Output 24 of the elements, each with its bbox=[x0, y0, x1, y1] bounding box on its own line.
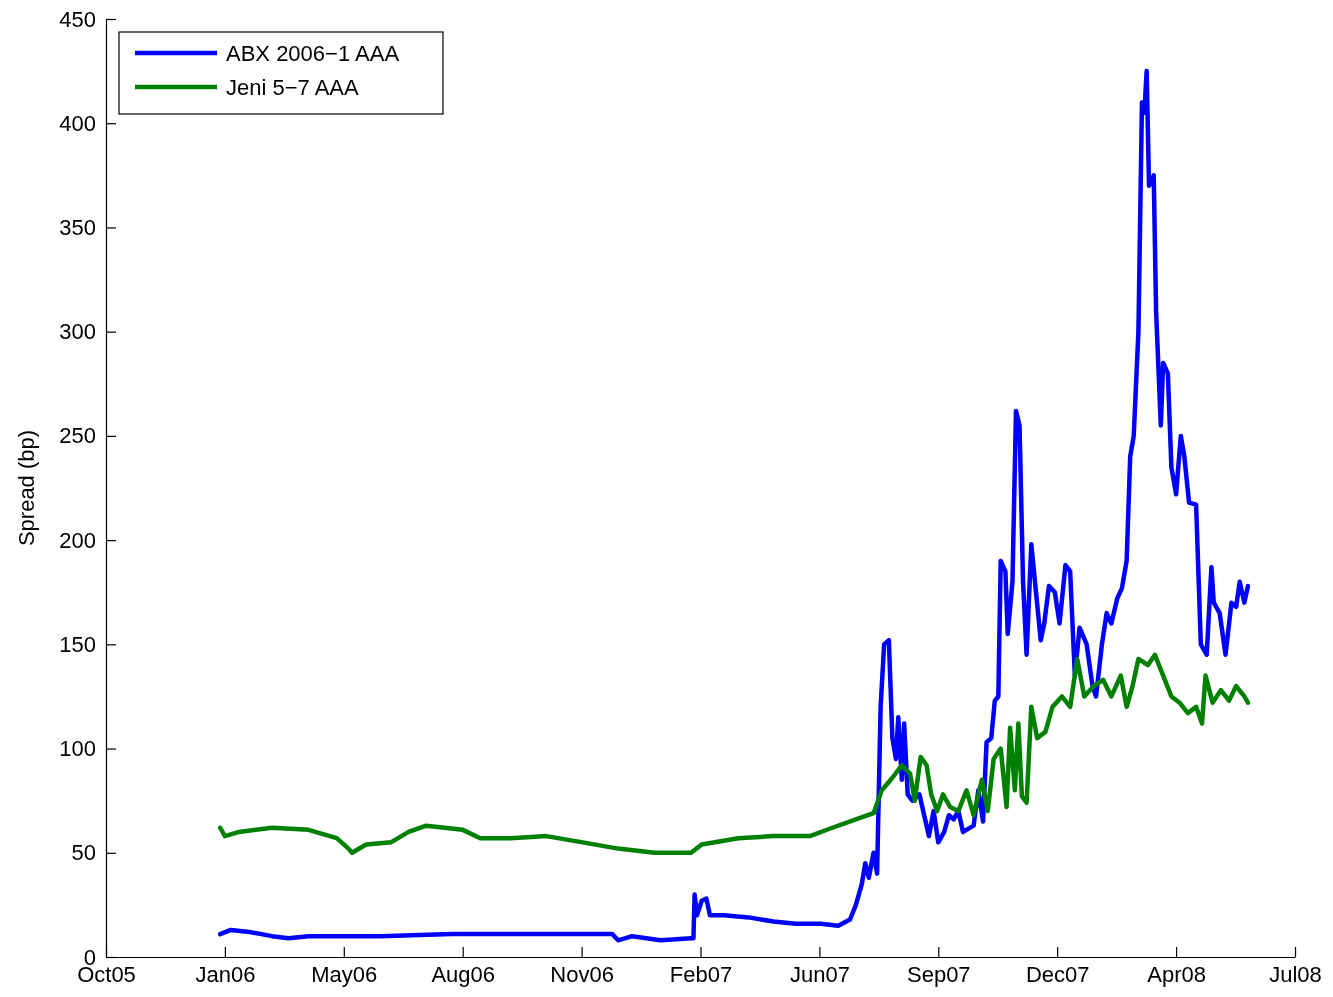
legend-label: ABX 2006−1 AAA bbox=[226, 40, 400, 66]
y-tick-label: 400 bbox=[59, 110, 96, 136]
y-tick-label: 250 bbox=[59, 423, 96, 449]
x-tick-label: Jun07 bbox=[789, 962, 850, 987]
y-axis-title: Spread (bp) bbox=[14, 429, 39, 547]
x-tick-label: Apr08 bbox=[1147, 962, 1206, 987]
x-tick-label: Jan06 bbox=[195, 962, 256, 987]
y-tick-label: 200 bbox=[59, 527, 96, 553]
y-tick-label: 50 bbox=[71, 840, 96, 866]
x-tick-label: Sep07 bbox=[906, 962, 971, 987]
y-tick-label: 100 bbox=[59, 736, 96, 762]
x-tick-label: May06 bbox=[311, 962, 378, 987]
y-tick-label: 350 bbox=[59, 214, 96, 240]
y-tick-label: 300 bbox=[59, 319, 96, 345]
y-tick-label: 150 bbox=[59, 631, 96, 657]
x-tick-label: Jul08 bbox=[1269, 962, 1322, 987]
x-tick-label: Feb07 bbox=[669, 962, 733, 987]
y-tick-label: 450 bbox=[59, 6, 96, 32]
line-series bbox=[217, 68, 1251, 943]
x-tick-label: Dec07 bbox=[1025, 962, 1090, 987]
x-tick-label: Aug06 bbox=[431, 962, 496, 987]
line-series bbox=[217, 652, 1251, 856]
legend-label: Jeni 5−7 AAA bbox=[226, 74, 360, 100]
x-tick-label: Nov06 bbox=[550, 962, 614, 987]
